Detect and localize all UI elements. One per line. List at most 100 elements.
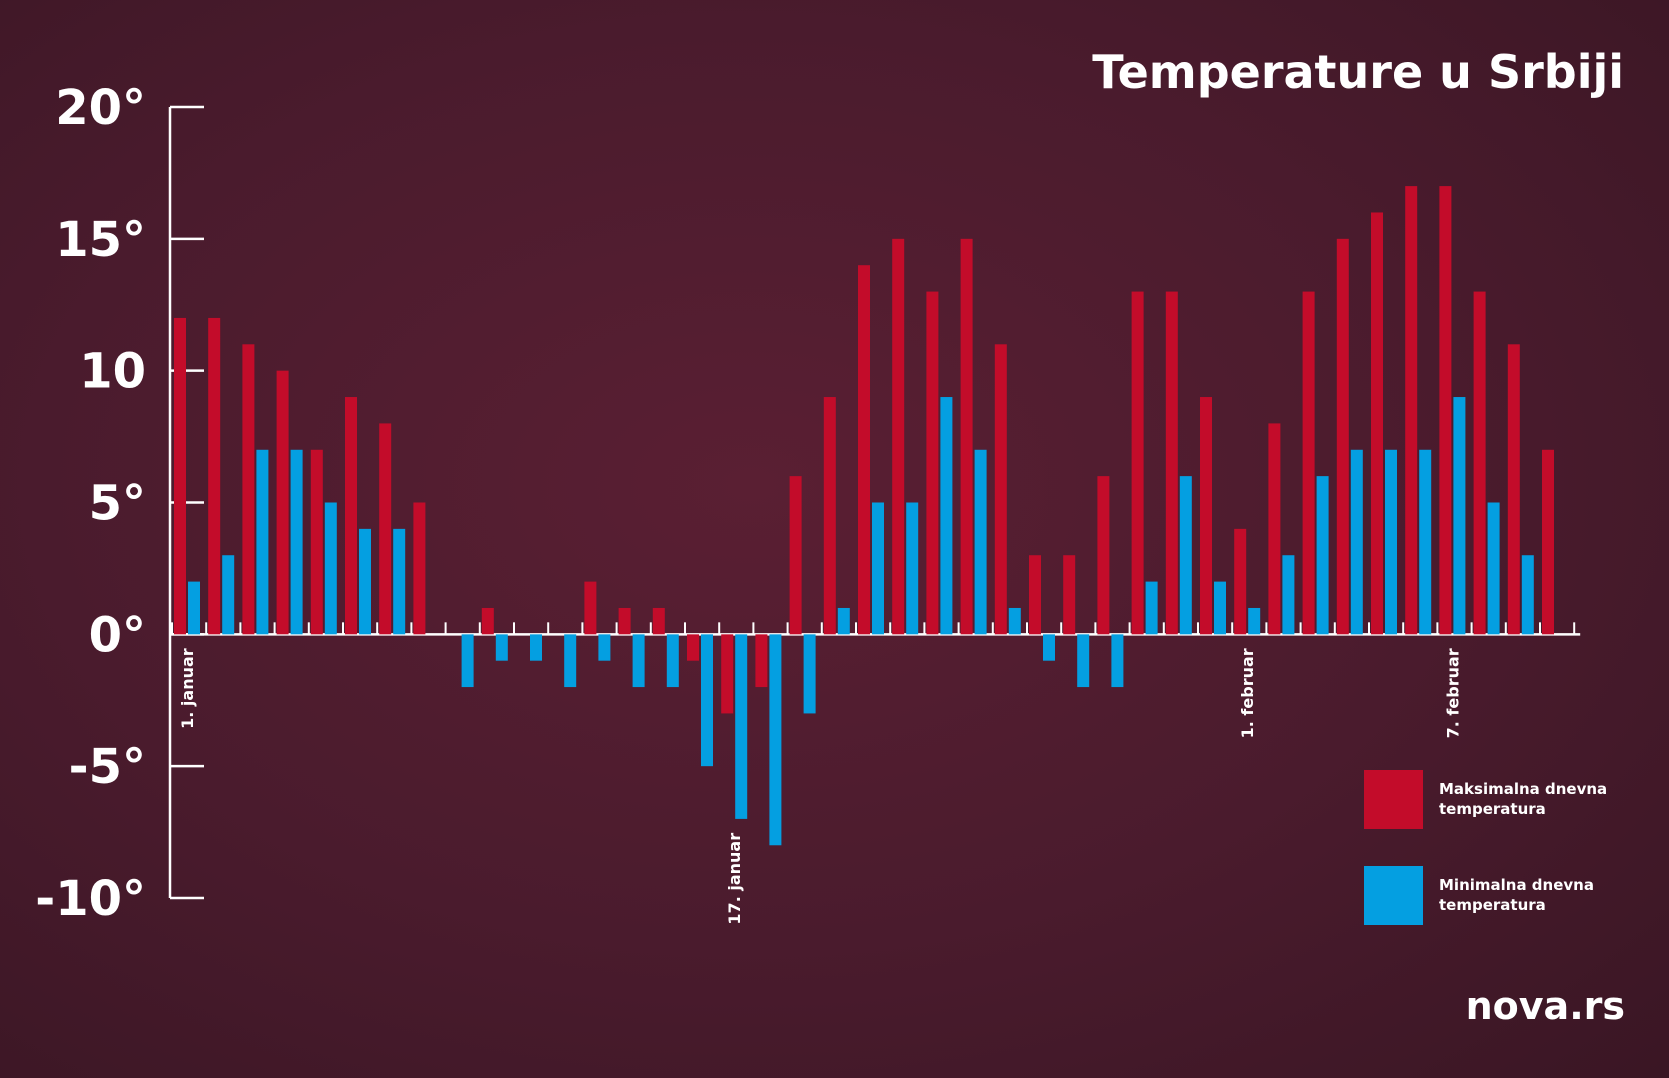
max-temp-bar	[1473, 291, 1486, 635]
max-temp-bar	[994, 344, 1007, 635]
max-temp-bar	[1405, 186, 1418, 635]
chart-title: Temperature u Srbiji	[1092, 45, 1624, 99]
min-temp-bar	[872, 502, 884, 635]
min-temp-bar	[1077, 634, 1090, 688]
max-temp-bar	[379, 423, 392, 635]
legend: Maksimalna dnevna temperatura Minimalna dn…	[1364, 770, 1607, 925]
max-temp-bar	[276, 370, 289, 635]
min-temp-bar	[564, 634, 577, 688]
max-temp-bar	[892, 238, 905, 635]
max-temp-bar	[1234, 528, 1247, 635]
brand-logo: nova.rs	[1466, 984, 1625, 1028]
bars	[174, 186, 1554, 846]
max-temp-bar	[618, 607, 631, 635]
max-temp-bar	[1063, 555, 1076, 635]
min-temp-bar	[1043, 634, 1055, 661]
date-label: 17. januar	[725, 833, 744, 925]
max-temp-bar	[687, 634, 699, 661]
y-tick-label: 15°	[55, 212, 146, 268]
max-temp-bar	[584, 581, 597, 635]
legend-label: temperatura	[1439, 800, 1546, 818]
min-temp-bar	[1282, 555, 1295, 635]
min-temp-bar	[1248, 607, 1261, 635]
date-label: 1. januar	[178, 648, 197, 729]
max-temp-bar	[1165, 291, 1178, 635]
min-temp-bar	[632, 634, 645, 688]
min-temp-bar	[701, 634, 713, 767]
min-temp-bar	[1111, 634, 1124, 688]
min-temp-bar	[906, 502, 919, 635]
min-temp-bar	[769, 634, 782, 846]
max-temp-bar	[1439, 186, 1452, 635]
max-temp-bar	[1507, 344, 1520, 635]
min-temp-bar	[256, 449, 269, 635]
min-temp-bar	[666, 634, 679, 688]
date-label: 1. februar	[1238, 648, 1257, 738]
y-tick-label: 20°	[55, 80, 146, 136]
max-temp-bar	[652, 607, 665, 635]
min-temp-bar	[1350, 449, 1363, 635]
min-temp-bar	[1316, 476, 1329, 635]
min-temp-bar	[803, 634, 816, 714]
min-temp-bar	[188, 581, 200, 635]
min-temp-bar	[1521, 555, 1534, 635]
min-temp-bar	[1214, 581, 1226, 635]
min-temp-bar	[1487, 502, 1500, 635]
max-temp-bar	[926, 291, 939, 635]
legend-swatch	[1364, 866, 1423, 925]
max-temp-bar	[858, 265, 870, 635]
max-temp-bar	[823, 397, 836, 635]
legend-label: temperatura	[1439, 896, 1546, 914]
min-temp-bar	[1179, 476, 1192, 635]
max-temp-bar	[1131, 291, 1144, 635]
legend-label: Maksimalna dnevna	[1439, 780, 1607, 798]
max-temp-bar	[310, 449, 323, 635]
min-temp-bar	[290, 449, 303, 635]
min-temp-bar	[1145, 581, 1158, 635]
max-temp-bar	[208, 317, 221, 635]
max-temp-bar	[721, 634, 734, 714]
min-temp-bar	[1008, 607, 1021, 635]
min-temp-bar	[598, 634, 611, 661]
min-temp-bar	[940, 397, 953, 635]
min-temp-bar	[837, 607, 850, 635]
max-temp-bar	[345, 397, 357, 635]
max-temp-bar	[174, 317, 186, 635]
min-temp-bar	[393, 528, 406, 635]
min-temp-bar	[495, 634, 508, 661]
min-temp-bar	[359, 528, 371, 635]
min-temp-bar	[1385, 449, 1397, 635]
y-tick-label: 0°	[89, 607, 146, 663]
max-temp-bar	[1542, 449, 1554, 635]
min-temp-bar	[324, 502, 337, 635]
max-temp-bar	[413, 502, 426, 635]
min-temp-bar	[1419, 449, 1432, 635]
min-temp-bar	[1453, 397, 1466, 635]
max-temp-bar	[960, 238, 973, 635]
min-temp-bar	[461, 634, 474, 688]
date-label: 7. februar	[1443, 648, 1462, 738]
max-temp-bar	[1336, 238, 1349, 635]
y-tick-label: 5°	[89, 476, 146, 532]
legend-swatch	[1364, 770, 1423, 829]
min-temp-bar	[530, 634, 542, 661]
date-labels: 1. januar 17. januar 1. februar 7. februar	[178, 648, 1462, 924]
y-tick-label: -5°	[69, 739, 146, 795]
max-temp-bar	[1371, 212, 1383, 635]
max-temp-bar	[1029, 555, 1041, 635]
max-temp-bar	[481, 607, 494, 635]
max-temp-bar	[1200, 397, 1212, 635]
min-temp-bar	[974, 449, 987, 635]
max-temp-bar	[789, 476, 802, 635]
y-tick-label: -10°	[35, 871, 146, 927]
legend-label: Minimalna dnevna	[1439, 876, 1594, 894]
min-temp-bar	[222, 555, 235, 635]
max-temp-bar	[1097, 476, 1110, 635]
max-temp-bar	[755, 634, 768, 688]
max-temp-bar	[1302, 291, 1315, 635]
max-temp-bar	[242, 344, 255, 635]
min-temp-bar	[735, 634, 748, 819]
y-tick-label: 10	[79, 344, 146, 400]
max-temp-bar	[1268, 423, 1281, 635]
